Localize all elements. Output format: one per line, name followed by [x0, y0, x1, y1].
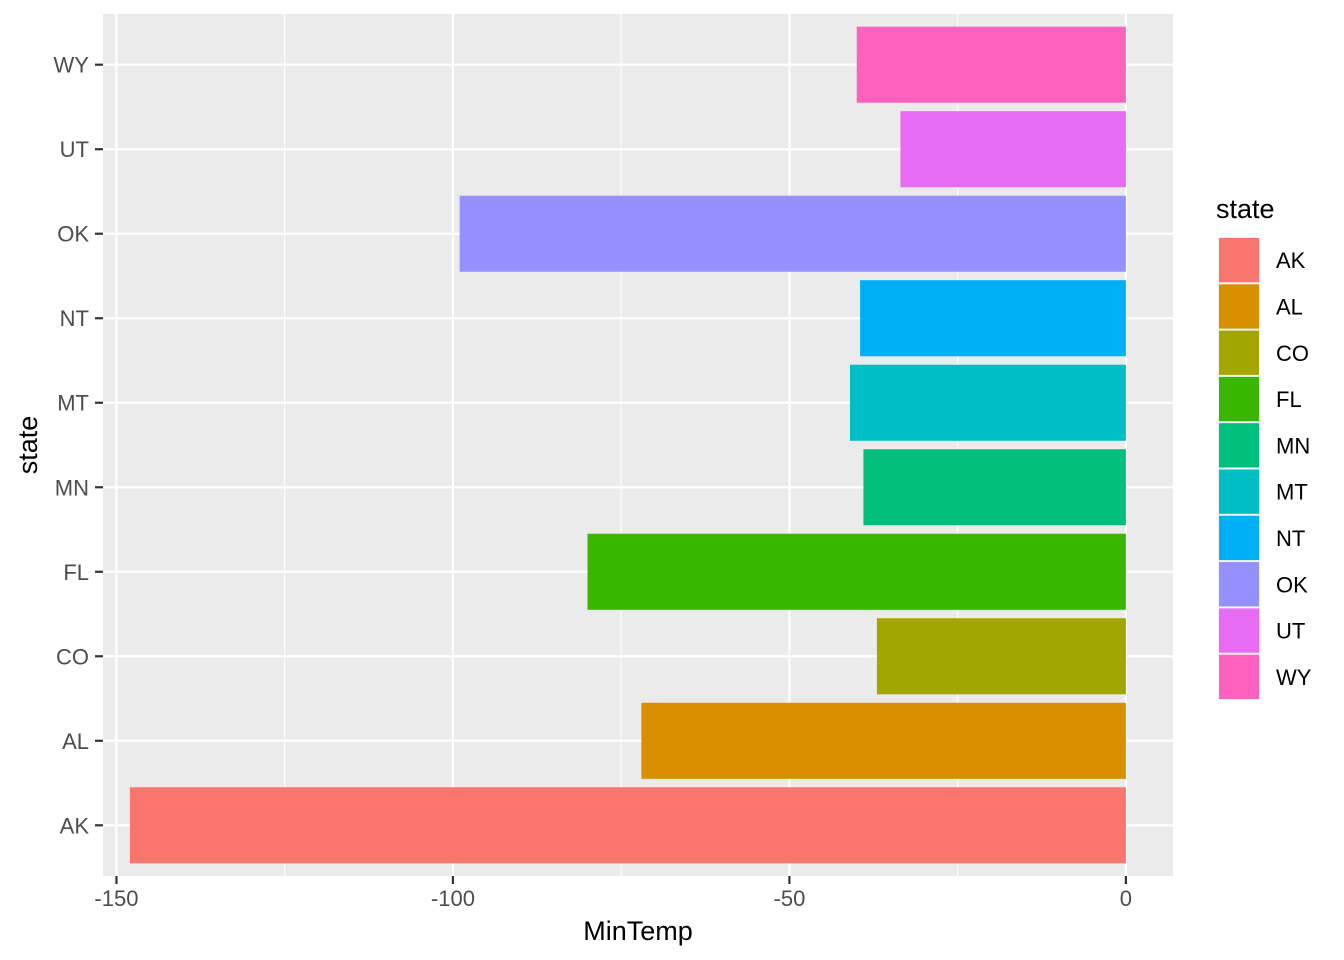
y-tick-label: OK	[57, 222, 89, 247]
legend-label: FL	[1276, 387, 1302, 412]
legend-label: UT	[1276, 619, 1305, 644]
y-tick-label: FL	[63, 560, 89, 585]
legend-label: MT	[1276, 480, 1308, 505]
legend-label: NT	[1276, 526, 1305, 551]
bar-ak	[129, 787, 1126, 864]
bar-co	[876, 618, 1126, 695]
bar-mn	[863, 449, 1126, 526]
y-tick-label: AK	[60, 813, 90, 838]
bar-nt	[860, 280, 1126, 357]
x-tick-label: -150	[94, 886, 138, 911]
legend-key-ut	[1219, 608, 1259, 653]
y-tick-label: MN	[55, 475, 89, 500]
bar-ok	[459, 195, 1126, 272]
legend-key-al	[1219, 284, 1259, 329]
legend-key-ok	[1219, 562, 1259, 607]
x-tick-label: -50	[774, 886, 806, 911]
legend-key-wy	[1219, 654, 1259, 699]
bar-fl	[587, 533, 1126, 610]
legend-label: AK	[1276, 248, 1306, 273]
y-tick-label: NT	[60, 306, 89, 331]
legend-label: WY	[1276, 665, 1312, 690]
y-tick-label: UT	[60, 137, 89, 162]
bars	[129, 26, 1126, 864]
legend-key-ak	[1219, 238, 1259, 283]
y-tick-label: CO	[56, 644, 89, 669]
legend-label: CO	[1276, 341, 1309, 366]
bar-al	[641, 702, 1126, 779]
legend-label: OK	[1276, 572, 1308, 597]
legend-key-mn	[1219, 423, 1259, 468]
legend-title: state	[1216, 194, 1275, 224]
y-axis: AK AL CO FL MN MT NT OK UT WY	[54, 53, 103, 838]
y-tick-label: AL	[62, 729, 89, 754]
legend-key-co	[1219, 330, 1259, 375]
y-tick-label: MT	[57, 391, 89, 416]
bar-mt	[849, 364, 1126, 441]
legend-label: AL	[1276, 294, 1303, 319]
x-tick-label: 0	[1120, 886, 1132, 911]
x-axis: -150 -100 -50 0	[94, 876, 1132, 911]
x-axis-title: MinTemp	[583, 916, 693, 946]
x-tick-label: -100	[431, 886, 475, 911]
y-tick-label: WY	[54, 53, 90, 78]
legend-label: MN	[1276, 433, 1310, 458]
legend: state AK AL CO FL MN MT NT OK UT WY	[1216, 194, 1312, 700]
legend-key-fl	[1219, 376, 1259, 422]
legend-key-nt	[1219, 515, 1259, 561]
legend-key-mt	[1219, 469, 1259, 514]
bar-wy	[856, 26, 1126, 103]
bar-ut	[900, 111, 1126, 188]
y-axis-title: state	[13, 416, 43, 475]
